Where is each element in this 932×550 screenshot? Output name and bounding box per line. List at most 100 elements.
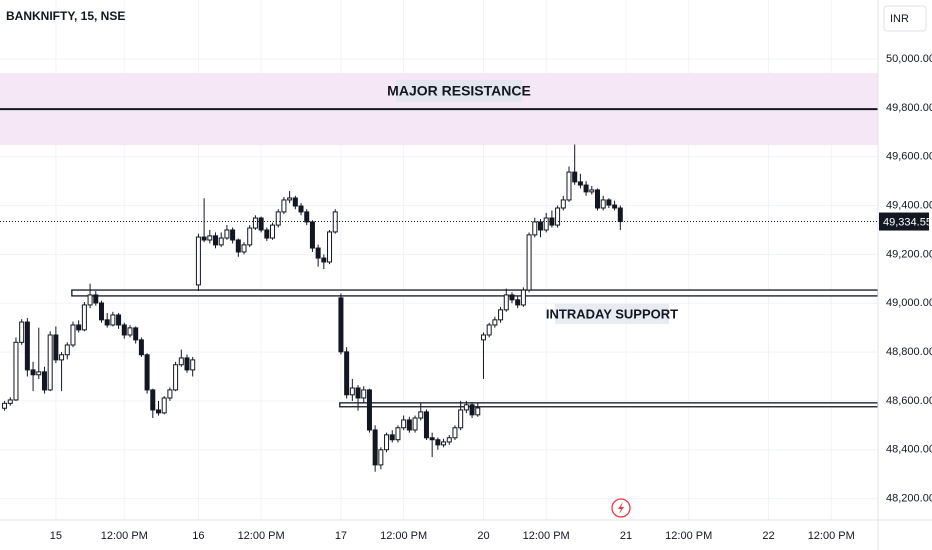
candle-body (389, 434, 395, 441)
candle-body (366, 389, 372, 431)
candle-body (606, 199, 612, 206)
candle-body (355, 387, 361, 399)
candle-body (70, 324, 76, 346)
candle-body (572, 171, 578, 183)
candle-body (87, 294, 93, 306)
candle-body (2, 402, 8, 409)
candle-body (384, 434, 390, 451)
candle-body (503, 294, 509, 311)
support-zone (71, 289, 878, 297)
candle-body (195, 236, 201, 286)
candle-body (361, 389, 367, 399)
candle-body (577, 181, 583, 186)
candle-body (423, 411, 429, 439)
plot-area: MAJOR RESISTANCE INTRADAY SUPPORT (0, 0, 878, 520)
currency-box[interactable] (883, 5, 927, 32)
candle-body (30, 369, 36, 376)
candle-body (7, 399, 13, 404)
candle-body (230, 229, 236, 241)
candle-body (36, 371, 42, 376)
candle-body (252, 217, 258, 229)
candle-body (309, 221, 315, 249)
candle-body (446, 437, 452, 443)
candle-body (589, 189, 595, 193)
candle-body (178, 357, 184, 366)
x-tick-label: 12:00 PM (380, 530, 427, 542)
candle-body (287, 197, 293, 201)
zone-label-bg (396, 80, 522, 103)
candle-body (224, 229, 230, 239)
candle-body (441, 441, 447, 446)
candle-body (469, 404, 475, 416)
candle-body (41, 371, 47, 391)
candle-body (304, 211, 310, 223)
x-tick-label: 12:00 PM (808, 530, 855, 542)
candle-body (372, 429, 378, 466)
candle-body (594, 189, 600, 209)
chart-title: BANKNIFTY, 15, NSE (6, 9, 125, 23)
candle-body (184, 357, 190, 371)
last-price-box (879, 212, 929, 231)
y-tick-label: 49,800.00 (886, 102, 932, 114)
candle-body (338, 297, 344, 353)
candle-body (549, 217, 555, 226)
x-tick-label: 12:00 PM (238, 530, 285, 542)
candle-body (53, 334, 59, 361)
y-tick-label: 48,200.00 (886, 492, 932, 504)
candle-body (76, 324, 82, 331)
candle-body (258, 217, 264, 231)
y-tick-label: 48,400.00 (886, 444, 932, 456)
x-tick-label: 22 (762, 530, 774, 542)
x-tick-label: 12:00 PM (523, 530, 570, 542)
candle-body (412, 417, 418, 431)
candle-body (543, 217, 549, 231)
candle-body (138, 339, 144, 356)
candle-body (270, 224, 276, 239)
y-tick-label: 48,800.00 (886, 346, 932, 358)
candle-body (509, 294, 515, 301)
candle-body (241, 244, 247, 253)
currency-label: INR (890, 13, 909, 25)
candle-body (526, 234, 532, 291)
candle-body (480, 334, 486, 341)
candle-body (19, 321, 25, 343)
last-price-label: 49,334.55 (883, 216, 932, 228)
candle-body (13, 341, 19, 401)
candle-body (498, 309, 504, 321)
candle-body (600, 199, 606, 209)
candle-body (155, 409, 161, 414)
candle-body (418, 411, 424, 419)
y-tick-label: 49,000.00 (886, 297, 932, 309)
candle-body (207, 235, 213, 241)
candle-body (121, 324, 127, 336)
candle-body (98, 302, 104, 321)
candle-body (315, 247, 321, 259)
candle-body (452, 427, 458, 439)
candle-body (47, 334, 53, 391)
candle-body (520, 289, 526, 306)
x-tick-label: 12:00 PM (665, 530, 712, 542)
y-tick-label: 49,600.00 (886, 151, 932, 163)
candle-body (612, 204, 618, 209)
candle-body (321, 257, 327, 263)
x-tick-label: 20 (477, 530, 489, 542)
candle-body (59, 354, 65, 361)
candle-body (292, 197, 298, 207)
candle-body (104, 319, 110, 326)
candle-body (218, 237, 224, 246)
candle-body (93, 294, 99, 304)
candle-body (110, 314, 116, 326)
candle-body (537, 221, 543, 231)
candle-body (264, 229, 270, 239)
candle-body (64, 344, 70, 356)
x-tick-label: 21 (620, 530, 632, 542)
candle-body (429, 437, 435, 441)
candle-body (116, 314, 122, 326)
candle-body (463, 404, 469, 411)
candle-body (298, 205, 304, 213)
candle-body (24, 321, 30, 371)
candle-body (133, 327, 139, 341)
candle-body (560, 199, 566, 209)
candle-body (144, 354, 150, 391)
